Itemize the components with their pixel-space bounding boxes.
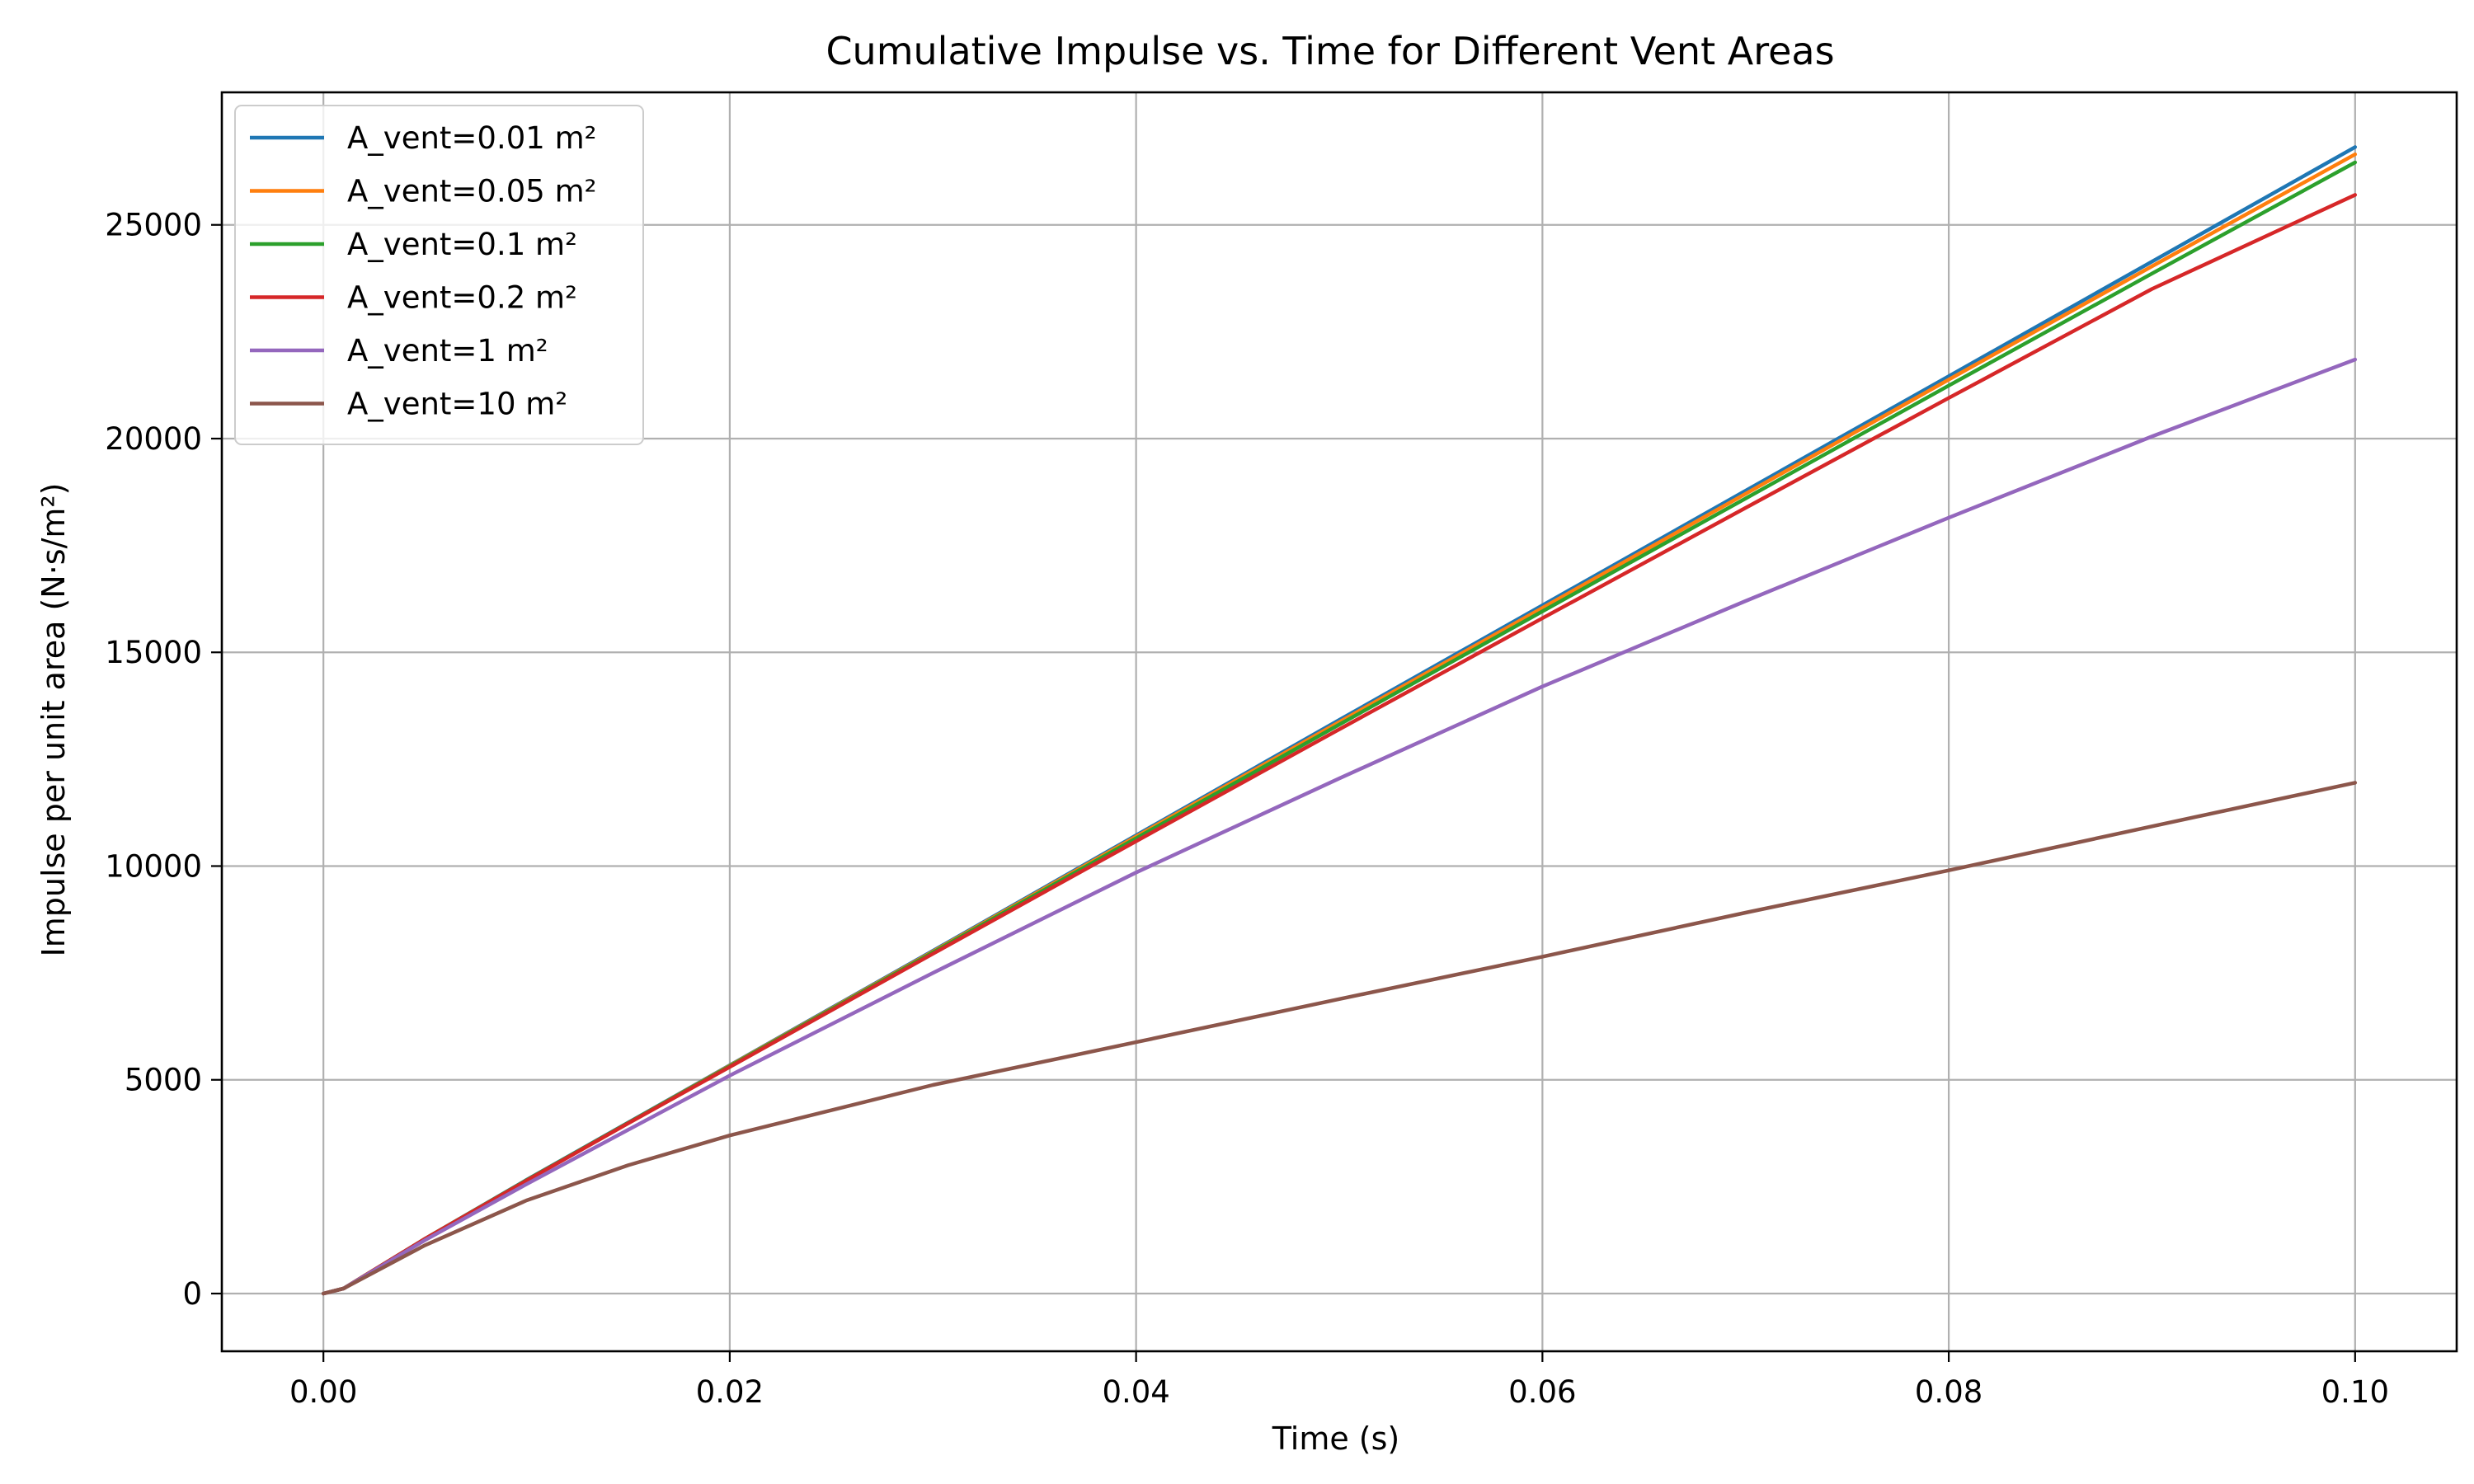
legend-label-2: A_vent=0.1 m² <box>347 227 577 262</box>
plot-frame <box>220 91 2458 1353</box>
x-axis-label: Time (s) <box>1272 1421 1400 1457</box>
x-axis-ticks: 0.00 0.02 0.04 0.06 0.08 0.10 <box>289 1351 2389 1410</box>
legend-label-0: A_vent=0.01 m² <box>347 120 596 156</box>
x-tick-label: 0.10 <box>2321 1374 2389 1410</box>
legend-label-4: A_vent=1 m² <box>347 333 548 369</box>
y-tick-label: 15000 <box>105 635 202 670</box>
x-tick-label: 0.06 <box>1508 1374 1576 1410</box>
gridlines <box>222 92 2457 1351</box>
y-tick-label: 0 <box>182 1276 202 1312</box>
series-line-5 <box>321 781 2358 1296</box>
y-axis-ticks: 0 5000 10000 15000 20000 25000 <box>105 208 222 1312</box>
chart-title: Cumulative Impulse vs. Time for Differen… <box>825 29 1834 73</box>
legend-box <box>234 105 644 445</box>
x-tick-label: 0.04 <box>1102 1374 1169 1410</box>
legend-label-1: A_vent=0.05 m² <box>347 174 596 209</box>
y-axis-label: Impulse per unit area (N·s/m²) <box>35 483 72 957</box>
legend-label-5: A_vent=10 m² <box>347 387 567 422</box>
x-tick-label: 0.08 <box>1915 1374 1982 1410</box>
y-tick-label: 20000 <box>105 421 202 457</box>
data-series <box>321 145 2358 1296</box>
x-tick-label: 0.02 <box>696 1374 764 1410</box>
legend: A_vent=0.01 m² A_vent=0.05 m² A_vent=0.1 m… <box>234 105 644 445</box>
x-tick-label: 0.00 <box>289 1374 357 1410</box>
y-tick-label: 5000 <box>125 1063 202 1098</box>
y-tick-label: 25000 <box>105 208 202 243</box>
legend-label-3: A_vent=0.2 m² <box>347 280 577 316</box>
y-tick-label: 10000 <box>105 848 202 884</box>
